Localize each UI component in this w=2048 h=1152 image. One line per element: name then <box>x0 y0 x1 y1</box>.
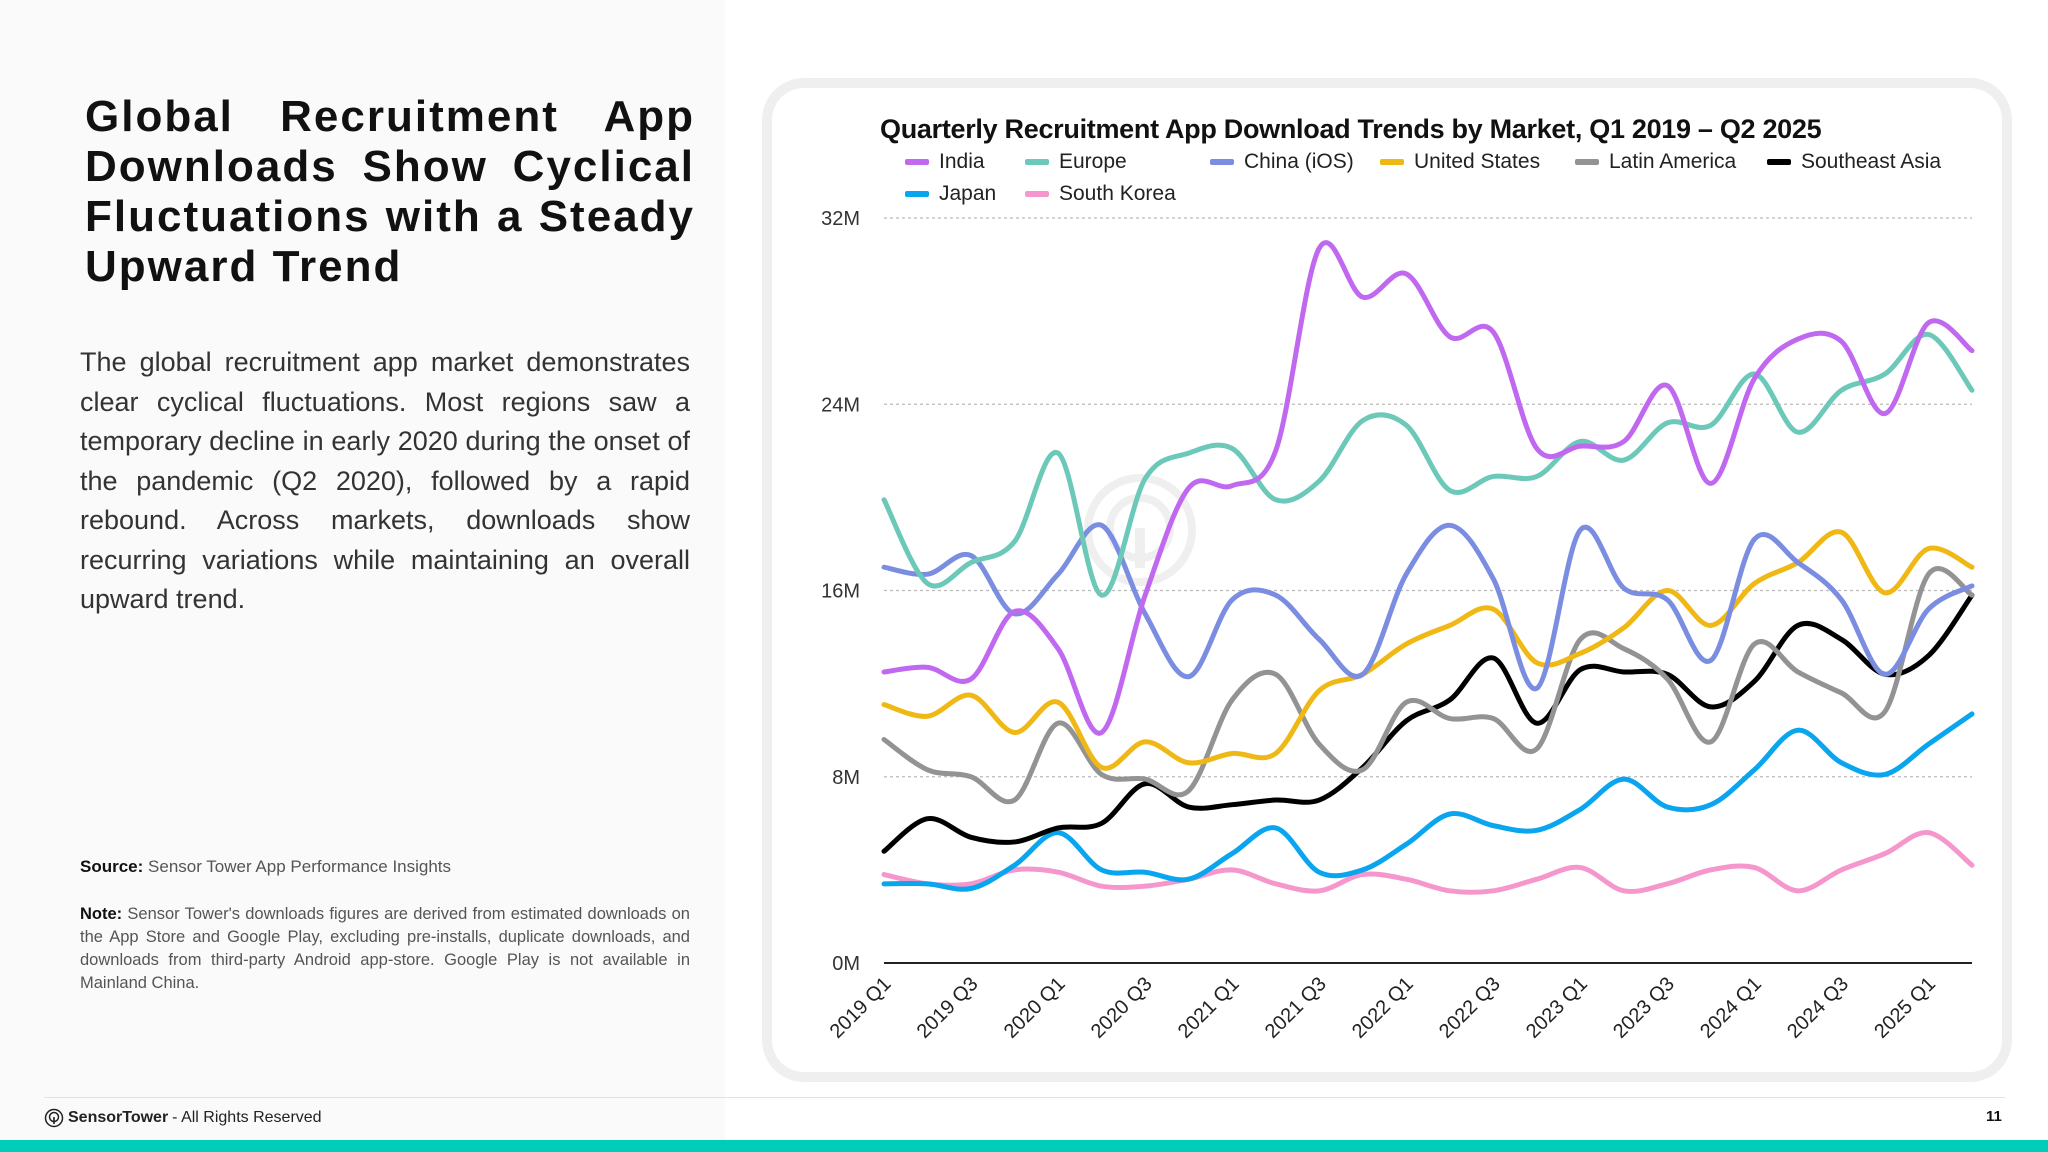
legend-label: United States <box>1414 150 1541 173</box>
legend-swatch <box>1575 159 1599 165</box>
legend-label: Japan <box>939 182 997 205</box>
legend-swatch <box>905 191 929 197</box>
legend-label: Southeast Asia <box>1801 150 1942 173</box>
left-panel <box>0 0 725 1140</box>
x-tick-label: 2019 Q3 <box>913 973 983 1043</box>
footer: SensorTower - All Rights Reserved <box>44 1108 322 1128</box>
legend-swatch <box>1380 159 1404 165</box>
legend-item: Southeast Asia <box>1767 150 1941 174</box>
note-label: Note: <box>80 905 123 923</box>
series-line-europe <box>881 331 1975 598</box>
series-line-india <box>881 240 1975 736</box>
y-tick-label: 0M <box>832 953 860 975</box>
footer-divider <box>44 1097 2005 1098</box>
x-tick-label: 2024 Q1 <box>1696 973 1766 1043</box>
x-tick-label: 2020 Q1 <box>1000 973 1070 1043</box>
footer-accent-bar <box>0 1140 2048 1152</box>
note-text: Sensor Tower's downloads figures are der… <box>80 905 690 992</box>
x-tick-label: 2021 Q1 <box>1174 973 1244 1043</box>
chart-card <box>762 78 2012 1082</box>
x-tick-label: 2022 Q3 <box>1435 973 1505 1043</box>
legend-swatch <box>1025 191 1049 197</box>
y-tick-label: 8M <box>832 767 860 789</box>
legend-item: Latin America <box>1575 150 1736 174</box>
legend-item: United States <box>1380 150 1540 174</box>
page-title: Global Recruitment App Downloads Show Cy… <box>85 92 695 291</box>
series-line-latin-america <box>881 566 1975 805</box>
line-chart: 0M 8M 16M 24M 32M 2019 Q1 2019 Q3 2020 Q1 2020 Q… <box>821 208 1975 1043</box>
legend-swatch <box>1767 159 1791 165</box>
x-tick-label: 2023 Q1 <box>1522 973 1592 1043</box>
x-tick-label: 2019 Q1 <box>826 973 896 1043</box>
source-label: Source: <box>80 857 144 876</box>
x-tick-label: 2024 Q3 <box>1783 973 1853 1043</box>
y-tick-label: 32M <box>821 208 860 230</box>
x-tick-label: 2022 Q1 <box>1348 973 1418 1043</box>
y-tick-label: 16M <box>821 581 860 603</box>
series-line-china-ios <box>881 522 1975 691</box>
page-number: 11 <box>1986 1108 2002 1125</box>
series-line-south-korea <box>881 830 1975 895</box>
legend-item: South Korea <box>1025 182 1176 206</box>
legend-label: Latin America <box>1609 150 1737 173</box>
footer-brand: SensorTower <box>68 1109 169 1126</box>
legend-item: Japan <box>905 182 996 206</box>
sensor-tower-logo-icon <box>44 1108 64 1128</box>
legend-swatch <box>1210 159 1234 165</box>
legend-item: China (iOS) <box>1210 150 1354 174</box>
summary-text: The global recruitment app market demons… <box>80 347 690 614</box>
x-tick-label: 2023 Q3 <box>1609 973 1679 1043</box>
footer-rights: - All Rights Reserved <box>172 1109 322 1126</box>
legend-item: India <box>905 150 985 174</box>
methodology-note: Note: Sensor Tower's downloads figures a… <box>80 903 690 995</box>
legend-item: Europe <box>1025 150 1127 174</box>
series-line-southeast-asia <box>881 592 1975 854</box>
chart-title: Quarterly Recruitment App Download Trend… <box>880 114 1822 144</box>
legend-label: China (iOS) <box>1244 150 1354 173</box>
series-line-japan <box>881 711 1975 892</box>
x-tick-label: 2021 Q3 <box>1261 973 1331 1043</box>
legend-label: Europe <box>1059 150 1127 173</box>
legend-swatch <box>1025 159 1049 165</box>
legend-label: India <box>939 150 985 173</box>
x-tick-label: 2025 Q1 <box>1870 973 1940 1043</box>
y-tick-label: 24M <box>821 394 860 416</box>
source-text: Sensor Tower App Performance Insights <box>143 857 452 876</box>
x-tick-label: 2020 Q3 <box>1087 973 1157 1043</box>
source-note: Source: Sensor Tower App Performance Ins… <box>80 857 451 877</box>
legend-swatch <box>905 159 929 165</box>
legend-label: South Korea <box>1059 182 1176 205</box>
